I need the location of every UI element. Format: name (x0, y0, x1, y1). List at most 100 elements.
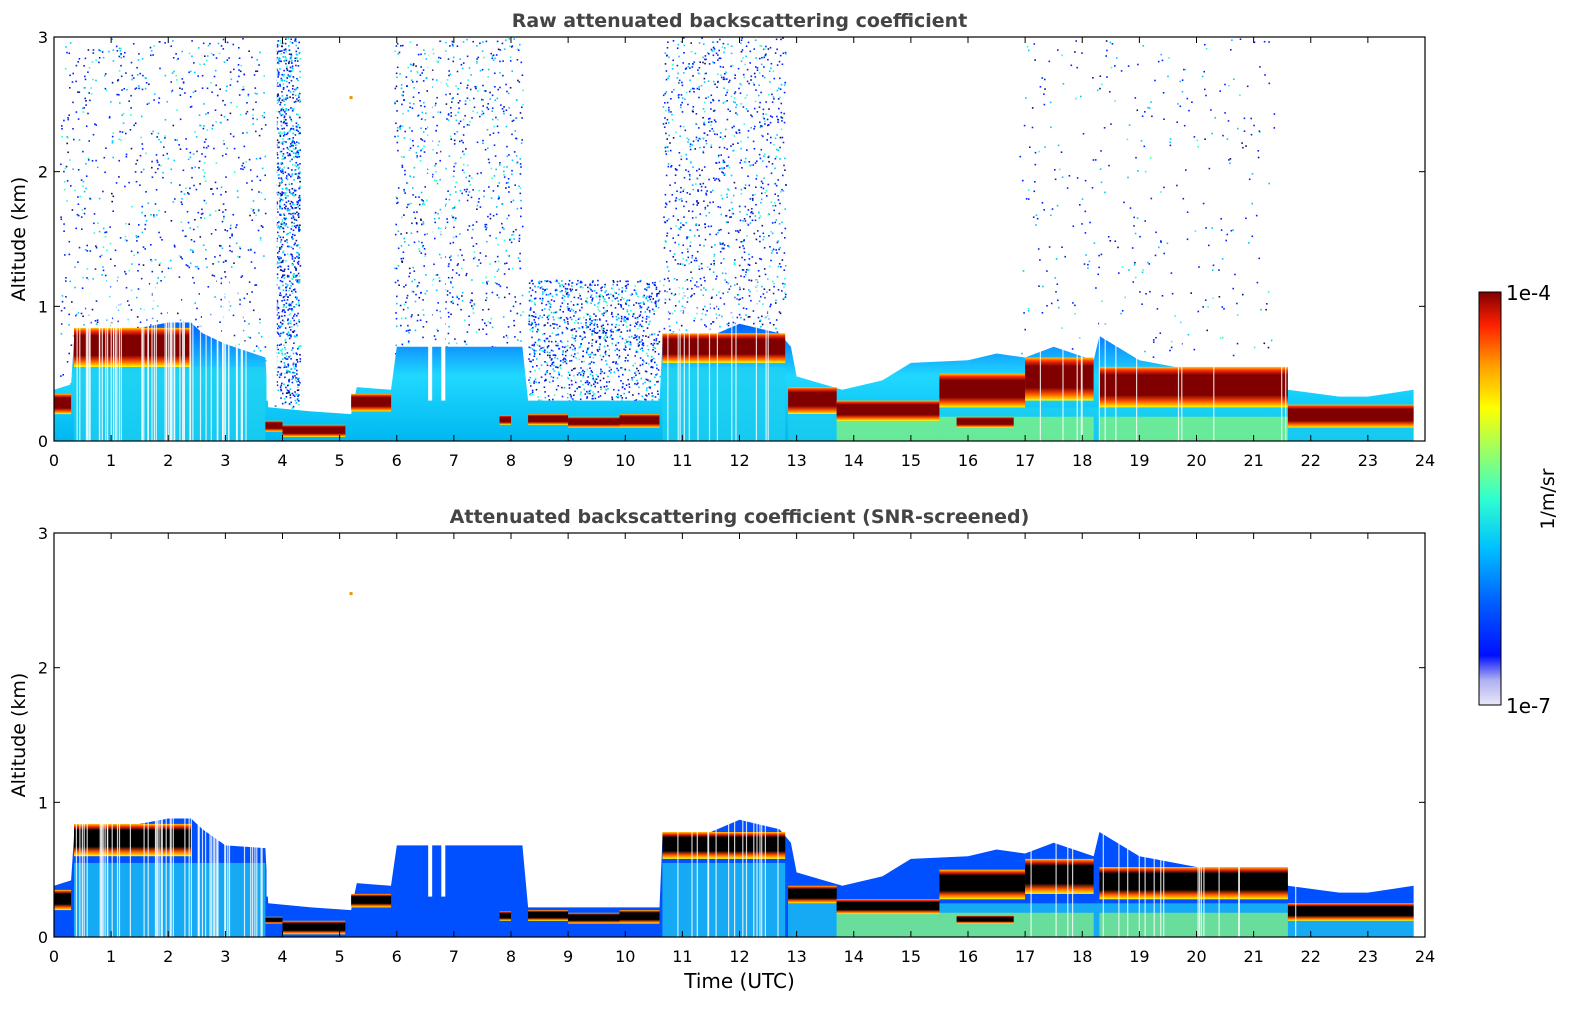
noise-point (616, 297, 618, 299)
noise-point (401, 164, 404, 167)
noise-point (547, 395, 550, 397)
noise-point (466, 84, 469, 87)
noise-point (565, 316, 568, 319)
noise-point (513, 324, 516, 327)
noise-point (230, 224, 232, 227)
noise-point (198, 114, 201, 116)
noise-point (450, 313, 452, 316)
noise-point (735, 132, 738, 134)
noise-point (533, 349, 535, 352)
noise-point (543, 308, 546, 310)
noise-point (298, 196, 300, 199)
noise-point (686, 301, 689, 303)
noise-point (127, 318, 129, 321)
noise-point (478, 259, 480, 261)
noise-point (188, 52, 191, 55)
noise-point (726, 91, 728, 94)
noise-point (298, 92, 301, 95)
noise-point (669, 250, 672, 252)
noise-point (67, 151, 69, 154)
noise-point (248, 158, 251, 161)
noise-point (415, 65, 417, 67)
noise-point (112, 195, 115, 198)
noise-point (293, 323, 296, 326)
noise-point (486, 128, 489, 131)
noise-point (772, 70, 775, 73)
noise-point (64, 167, 67, 170)
noise-point (700, 262, 703, 265)
noise-point (775, 299, 777, 302)
noise-point (622, 308, 625, 310)
noise-point (675, 197, 678, 199)
noise-point (290, 358, 292, 360)
noise-point (596, 306, 599, 308)
noise-point (231, 233, 233, 235)
noise-point (276, 95, 279, 98)
noise-point (277, 85, 279, 87)
noise-point (655, 374, 657, 376)
noise-point (282, 392, 284, 395)
noise-point (279, 205, 281, 208)
noise-point (285, 341, 287, 344)
noise-point (676, 190, 678, 192)
noise-point (567, 340, 569, 343)
noise-point (296, 126, 299, 128)
noise-point (496, 255, 499, 258)
noise-point (584, 381, 587, 384)
noise-point (740, 159, 742, 162)
noise-point (585, 327, 588, 329)
noise-point (288, 403, 291, 405)
noise-point (572, 345, 575, 347)
noise-point (487, 76, 489, 78)
noise-point (537, 339, 540, 342)
noise-point (285, 62, 287, 65)
noise-point (702, 61, 704, 64)
noise-point (471, 237, 473, 239)
noise-point (768, 70, 771, 72)
noise-point (655, 339, 657, 342)
noise-point (431, 69, 434, 71)
noise-point (471, 117, 473, 119)
noise-point (119, 130, 121, 133)
noise-point (287, 319, 289, 322)
noise-point (489, 322, 492, 324)
noise-point (445, 83, 448, 85)
noise-point (125, 72, 127, 74)
noise-point (623, 392, 625, 395)
noise-point (432, 48, 434, 51)
noise-point (594, 319, 596, 321)
noise-point (410, 64, 412, 66)
noise-point (290, 205, 292, 207)
noise-point (710, 124, 712, 127)
noise-point (462, 134, 465, 136)
noise-point (97, 222, 99, 224)
noise-point (297, 272, 300, 275)
noise-point (420, 105, 422, 107)
noise-point (276, 356, 278, 358)
noise-point (281, 79, 284, 82)
noise-point (221, 220, 224, 223)
noise-point (508, 38, 511, 40)
noise-point (596, 349, 599, 351)
noise-point (549, 365, 552, 367)
noise-point (472, 189, 474, 191)
noise-point (67, 118, 70, 121)
noise-point (780, 190, 782, 193)
noise-point (276, 201, 278, 203)
noise-point (585, 313, 588, 315)
noise-point (229, 249, 231, 252)
noise-point (66, 361, 69, 363)
noise-point (600, 370, 602, 373)
noise-point (281, 300, 283, 302)
noise-point (522, 311, 524, 313)
noise-point (297, 386, 299, 388)
noise-point (296, 77, 298, 80)
noise-point (587, 290, 590, 293)
noise-point (691, 277, 694, 279)
noise-point (289, 371, 291, 373)
noise-point (549, 356, 551, 359)
noise-point (281, 280, 284, 283)
noise-point (586, 390, 588, 393)
noise-point (129, 129, 132, 131)
noise-point (277, 74, 280, 76)
